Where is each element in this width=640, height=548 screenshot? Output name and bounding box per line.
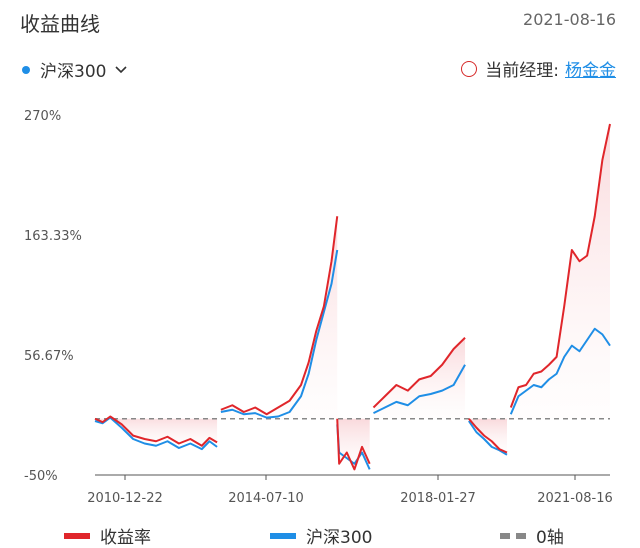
fund-area-fill — [220, 216, 338, 419]
y-tick-label: -50% — [24, 469, 58, 484]
chart-title: 收益曲线 — [20, 12, 100, 36]
x-tick-label: 2014-07-10 — [228, 491, 304, 506]
legend-fund-swatch — [64, 532, 90, 539]
legend-index-label: 沪深300 — [306, 528, 373, 548]
manager-circle-icon — [461, 60, 478, 77]
fund-return-line — [468, 418, 508, 454]
legend-index: 沪深300 — [270, 523, 372, 548]
csi300-line — [373, 364, 466, 415]
y-tick-label: 270% — [24, 109, 61, 124]
csi300-line — [468, 420, 508, 456]
x-tick-label: 2010-12-22 — [87, 491, 163, 506]
manager-name-link[interactable]: 杨金金 — [565, 61, 616, 81]
fund-area-fill — [95, 416, 218, 446]
chart-date: 2021-08-16 — [523, 10, 616, 29]
chart-canvas: 270% 163.33% 56.67% -50% 2010-12-22 2014-07-… — [24, 109, 613, 506]
legend-zero: 0轴 — [500, 523, 564, 548]
fund-return-line — [372, 337, 466, 409]
legend-fund-label: 收益率 — [100, 528, 151, 548]
legend-zero-label: 0轴 — [536, 528, 564, 548]
index-label: 沪深300 — [40, 62, 107, 82]
x-tick-label: 2018-01-27 — [400, 491, 476, 506]
fund-area-fill — [468, 418, 507, 453]
chevron-down-icon[interactable] — [114, 63, 128, 77]
fund-return-line — [94, 415, 218, 447]
index-dot-icon — [22, 65, 30, 74]
x-tick-label: 2021-08-16 — [537, 491, 613, 506]
legend-zero-swatch — [500, 532, 526, 539]
legend-index-swatch — [270, 532, 296, 539]
y-tick-label: 163.33% — [24, 229, 82, 244]
manager-info: 当前经理: 杨金金 — [461, 56, 616, 81]
fund-area-fill — [337, 418, 370, 470]
manager-prefix: 当前经理: — [485, 61, 559, 81]
csi300-line — [220, 249, 339, 419]
fund-area-fill — [510, 124, 610, 419]
fund-area-fill — [373, 337, 466, 419]
fund-return-line — [336, 418, 371, 471]
index-selector[interactable]: 沪深300 — [22, 57, 128, 82]
fund-return-line — [220, 216, 339, 416]
legend-fund: 收益率 — [64, 523, 151, 548]
y-tick-label: 56.67% — [24, 349, 74, 364]
fund-return-line — [509, 123, 611, 408]
csi300-line — [509, 327, 611, 415]
